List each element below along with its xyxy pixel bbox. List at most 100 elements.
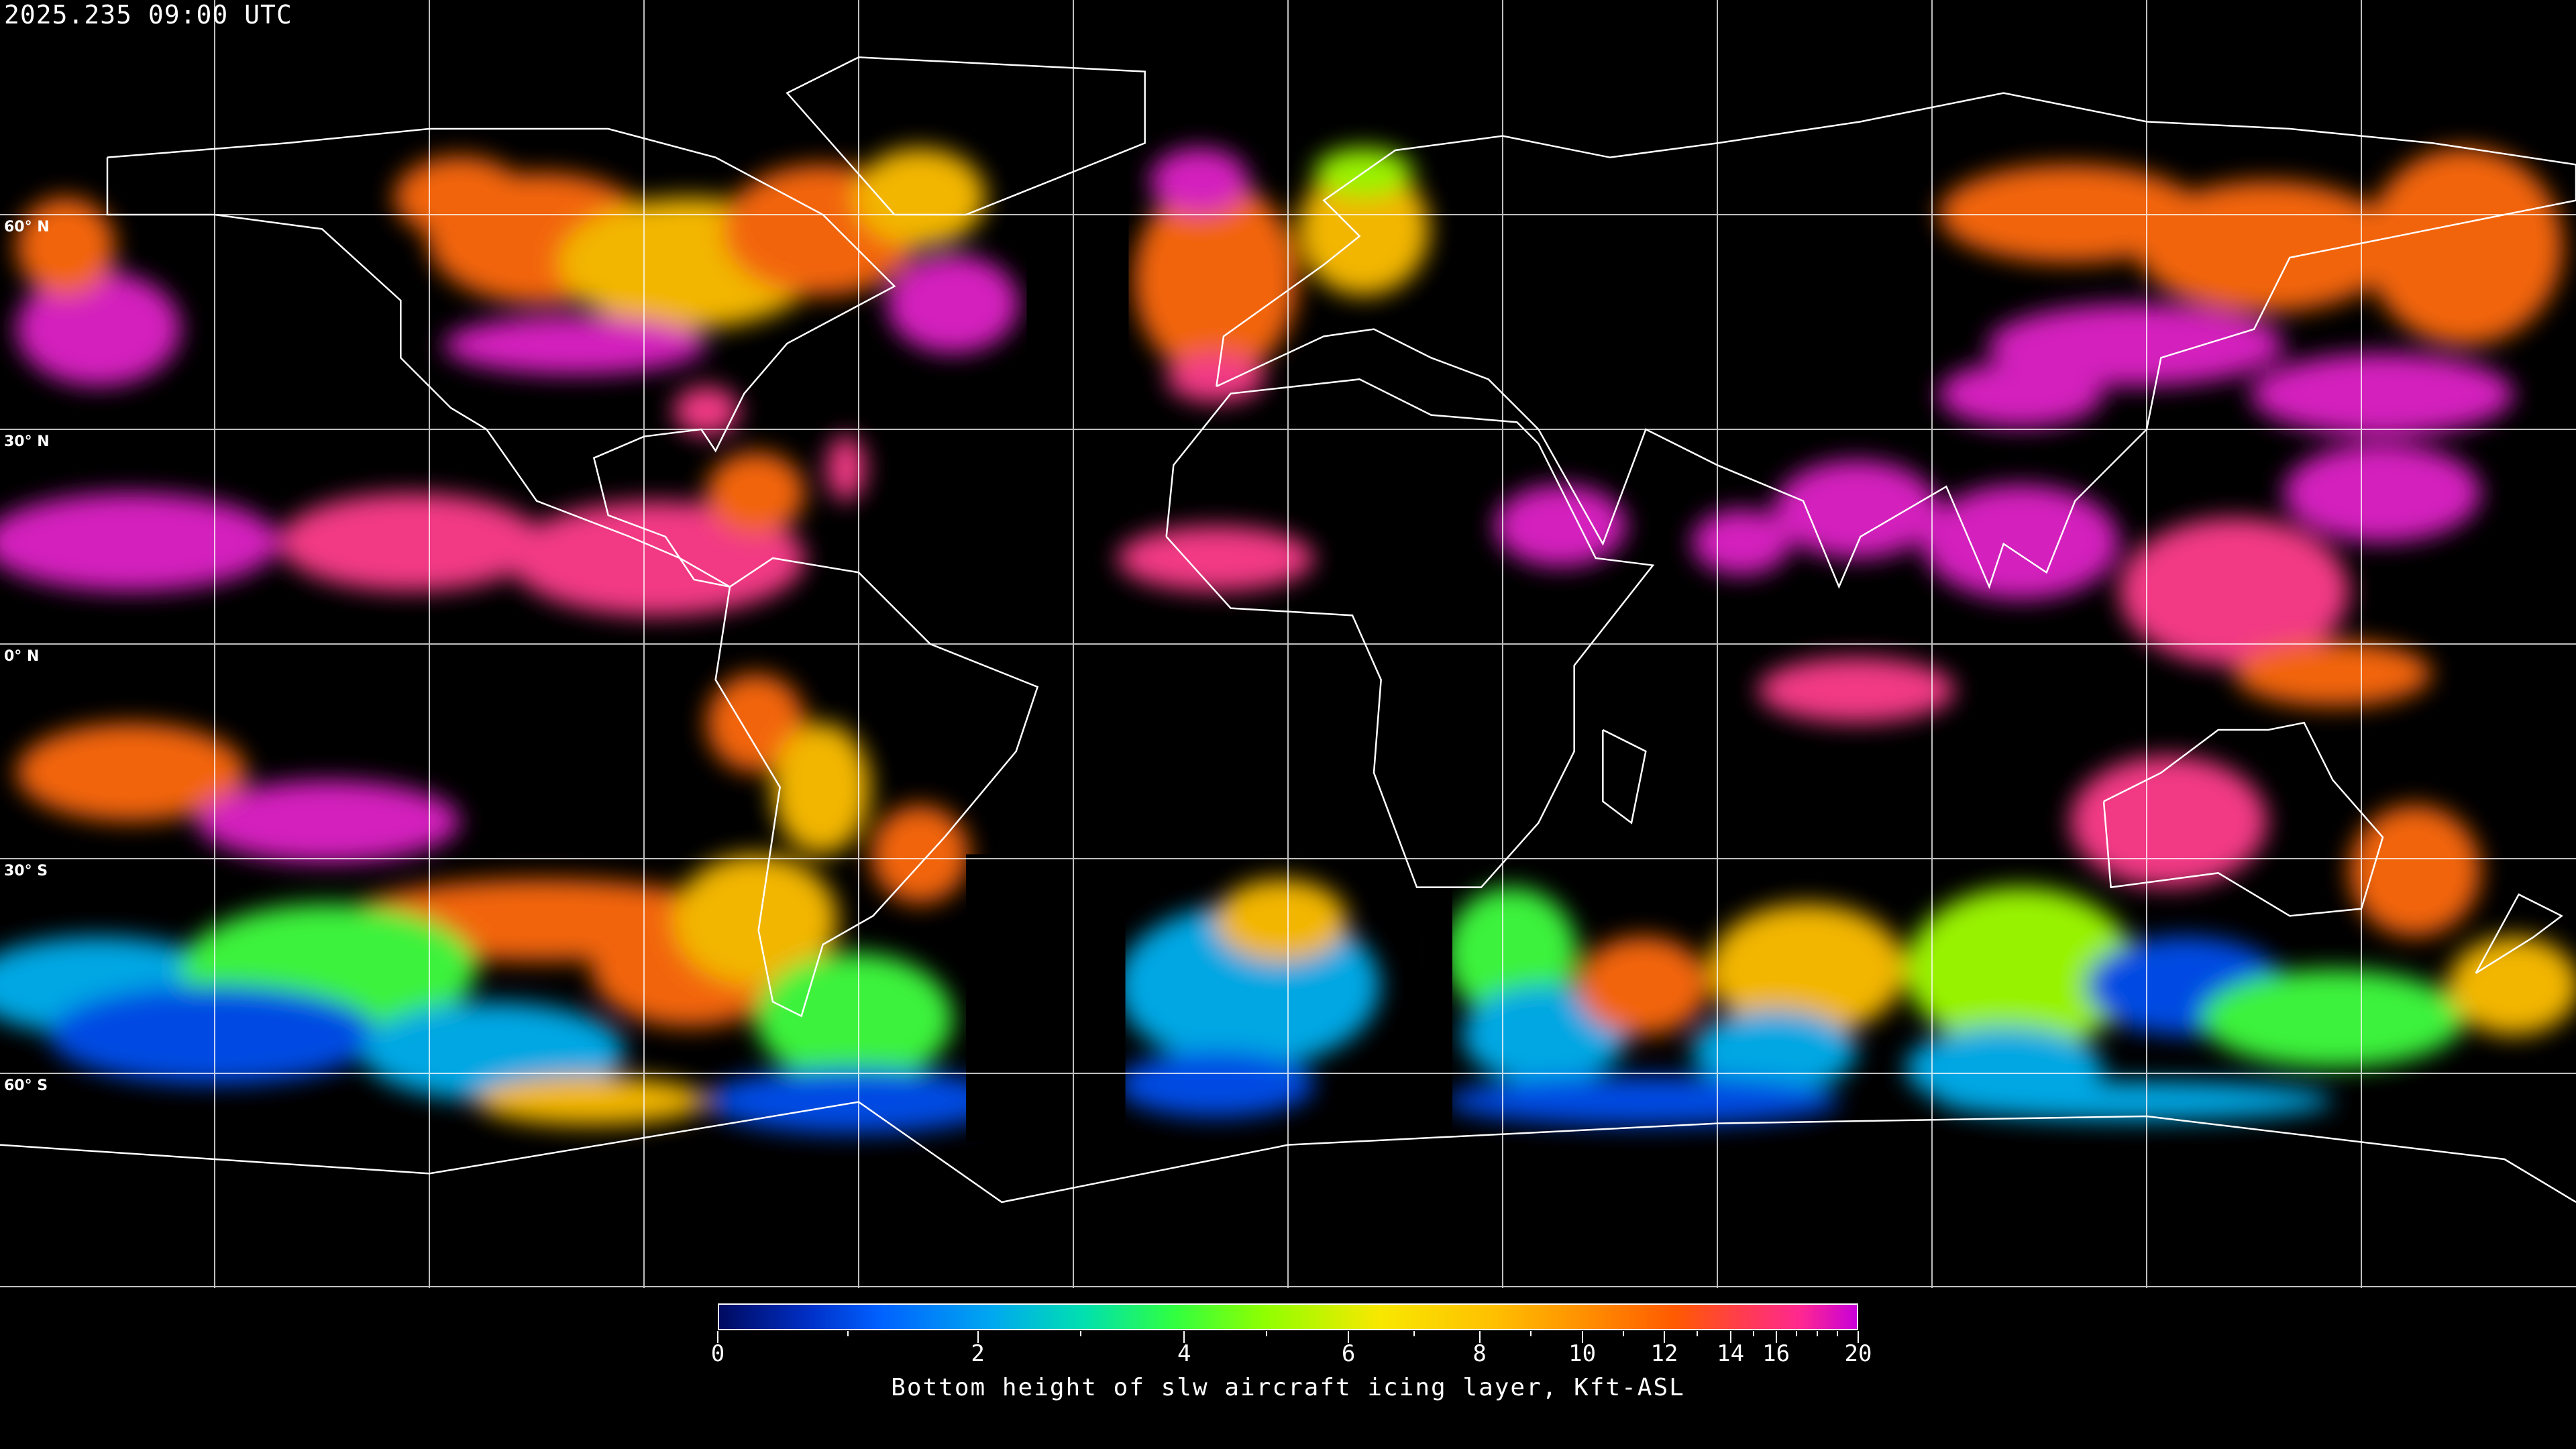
icing-cloud: [1495, 484, 1627, 567]
icing-cloud: [2448, 936, 2576, 1035]
icing-cloud: [1446, 887, 1578, 1019]
colorbar-tick-label: 2: [971, 1340, 985, 1367]
icing-cloud: [2201, 969, 2465, 1068]
icing-cloud: [16, 197, 115, 296]
lat-label: 0° N: [4, 648, 40, 665]
icing-cloud: [16, 271, 181, 386]
icing-cloud: [1905, 887, 2136, 1052]
icing-cloud: [772, 722, 871, 855]
icing-cloud: [706, 674, 805, 773]
icing-cloud: [674, 854, 838, 986]
world-map: [0, 0, 2576, 1288]
icing-cloud: [443, 315, 707, 375]
coastline: [1216, 92, 2576, 590]
icing-cloud: [1922, 484, 2120, 600]
icing-cloud: [279, 492, 543, 592]
colorbar-major-tick: [1858, 1331, 1859, 1343]
coastline: [106, 127, 896, 588]
colorbar-major-tick: [977, 1331, 979, 1343]
colorbar-tick-label: 6: [1341, 1340, 1356, 1367]
icing-cloud: [49, 985, 378, 1085]
colorbar-tick-label: 20: [1844, 1340, 1872, 1367]
colorbar: [718, 1303, 1858, 1330]
icing-cloud: [2234, 641, 2432, 707]
lat-label: 60° S: [4, 1077, 48, 1094]
colorbar-major-tick: [1664, 1331, 1665, 1343]
icing-cloud: [1446, 1076, 1840, 1126]
icing-cloud: [2365, 148, 2563, 345]
colorbar-minor-tick: [1413, 1331, 1415, 1336]
lat-label: 60° N: [4, 219, 50, 235]
icing-cloud: [1150, 148, 1249, 214]
icing-cloud: [870, 805, 969, 904]
icing-cloud: [1774, 460, 1939, 559]
icing-cloud: [1692, 1010, 1857, 1093]
icing-cloud: [706, 1067, 1002, 1134]
colorbar-major-tick: [1581, 1331, 1583, 1343]
colorbar-minor-tick: [1080, 1331, 1082, 1336]
icing-cloud: [1166, 353, 1265, 402]
data-gaps: [966, 156, 1452, 1150]
icing-cloud: [2135, 180, 2399, 313]
coastline: [2102, 721, 2384, 917]
colorbar-major-tick: [1348, 1331, 1350, 1343]
colorbar-minor-tick: [1752, 1331, 1754, 1336]
icing-cloud: [1708, 903, 1906, 1035]
colorbar-minor-tick: [1837, 1331, 1839, 1336]
colorbar-tick-label: 10: [1568, 1340, 1597, 1367]
colorbar-minor-tick: [1816, 1331, 1818, 1336]
coastline: [2475, 893, 2564, 974]
icing-cloud: [755, 953, 953, 1085]
colorbar-minor-tick: [1796, 1331, 1798, 1336]
colorbar-tick-label: 14: [1717, 1340, 1745, 1367]
icing-cloud: [2070, 755, 2267, 888]
icing-cloud: [16, 722, 247, 822]
colorbar-minor-tick: [1265, 1331, 1267, 1336]
icing-cloud: [509, 500, 805, 616]
colorbar-tick-label: 0: [710, 1340, 725, 1367]
colorbar-minor-tick: [847, 1331, 849, 1336]
icing-cloud: [1117, 525, 1315, 592]
lat-label: 30° N: [4, 433, 50, 450]
coastline: [714, 557, 1039, 1018]
icing-cloud: [2349, 805, 2481, 936]
icing-cloud: [394, 156, 526, 239]
icing-cloud: [674, 386, 740, 435]
colorbar-major-tick: [1775, 1331, 1777, 1343]
icing-cloud: [476, 1076, 707, 1126]
icing-cloud: [1758, 657, 1955, 723]
icing-cloud: [197, 780, 460, 863]
icing-cloud: [1938, 361, 2103, 427]
icing-cloud: [706, 451, 805, 534]
icing-cloud: [2284, 443, 2481, 543]
icing-cloud: [1117, 1051, 1315, 1118]
icing-cloud: [1297, 164, 1430, 296]
icing-cloud: [826, 435, 866, 501]
colorbar-minor-tick: [1530, 1331, 1532, 1336]
data-gap: [1026, 156, 1129, 427]
icing-cloud: [2119, 517, 2350, 665]
coastline: [1165, 378, 1655, 888]
icing-cloud: [1216, 879, 1348, 961]
icing-cloud: [361, 1002, 625, 1101]
coastline: [1602, 729, 1647, 824]
graticule: [0, 0, 2576, 1288]
data-gap: [1422, 887, 1452, 1150]
icing-cloud: [0, 492, 280, 592]
colorbar-label: Bottom height of slw aircraft icing laye…: [891, 1374, 1685, 1401]
colorbar-tick-label: 16: [1762, 1340, 1790, 1367]
colorbar-minor-tick: [1622, 1331, 1624, 1336]
icing-cloud: [1133, 180, 1298, 378]
icing-cloud: [1692, 509, 1791, 576]
icing-data-layer: [0, 148, 2576, 1134]
colorbar-tick-label: 8: [1472, 1340, 1487, 1367]
icing-cloud: [1577, 936, 1709, 1035]
icing-cloud: [1938, 164, 2202, 263]
colorbar-tick-label: 12: [1650, 1340, 1678, 1367]
icing-cloud: [1938, 1081, 2333, 1121]
icing-cloud: [854, 148, 986, 247]
data-gap: [966, 854, 1126, 1142]
colorbar-major-tick: [717, 1331, 718, 1343]
icing-cloud: [887, 254, 1019, 354]
lat-label: 30° S: [4, 863, 48, 879]
